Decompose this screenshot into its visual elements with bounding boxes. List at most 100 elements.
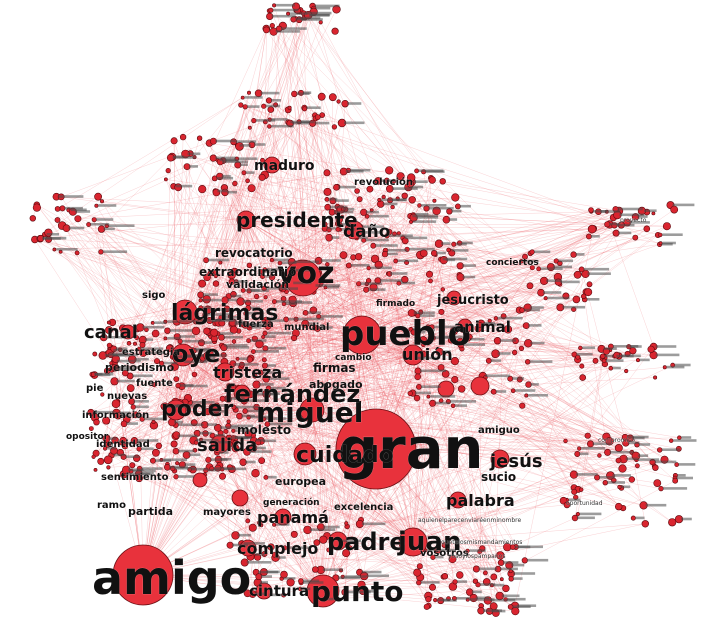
graph-edge	[216, 192, 460, 576]
graph-minor-label	[365, 210, 379, 214]
graph-minor-label	[526, 558, 549, 562]
graph-edge	[521, 348, 608, 453]
graph-edge	[304, 108, 363, 336]
graph-node	[272, 3, 277, 8]
graph-minor-label	[271, 14, 296, 18]
graph-minor-label	[230, 294, 242, 298]
graph-node	[154, 358, 161, 365]
graph-minor-label	[434, 401, 450, 405]
graph-edge	[322, 465, 638, 592]
graph-edge	[142, 307, 528, 576]
graph-minor-label	[380, 179, 397, 182]
graph-edge	[224, 361, 414, 543]
graph-edge	[412, 354, 514, 391]
graph-minor-label	[199, 431, 212, 435]
graph-node	[322, 221, 328, 227]
graph-node	[231, 339, 237, 344]
label-gran: gran	[338, 417, 483, 482]
graph-edge	[195, 330, 582, 367]
node-jesus	[490, 449, 510, 469]
graph-edge	[184, 119, 270, 313]
graph-edge	[215, 191, 429, 606]
graph-edge	[398, 179, 433, 234]
graph-edge	[152, 322, 324, 592]
graph-edge	[240, 104, 482, 606]
graph-edge	[107, 353, 414, 356]
graph-minor-label	[512, 605, 531, 608]
graph-minor-label	[322, 525, 340, 529]
graph-edge	[345, 274, 460, 554]
graph-edge	[265, 297, 324, 592]
graph-edge	[245, 219, 575, 355]
graph-minor-label	[234, 321, 249, 324]
graph-edge	[175, 216, 343, 411]
graph-minor-label	[445, 258, 455, 262]
graph-node	[198, 185, 207, 194]
graph-minor-label	[495, 390, 507, 393]
graph-edge	[412, 260, 444, 543]
graph-node	[109, 361, 114, 366]
graph-edge	[136, 332, 297, 459]
graph-edge	[245, 219, 444, 261]
graph-minor-label	[239, 163, 248, 166]
label-generacion: generación	[263, 497, 320, 508]
graph-edge	[111, 180, 379, 456]
graph-edge	[361, 334, 476, 582]
graph-minor-label	[607, 481, 625, 484]
graph-edge	[322, 353, 496, 592]
graph-edge	[252, 435, 342, 571]
graph-minor-label	[309, 528, 336, 531]
graph-minor-label	[209, 308, 234, 311]
graph-node	[163, 177, 168, 182]
graph-edge	[243, 172, 628, 223]
graph-edge	[108, 226, 667, 460]
graph-edge	[241, 316, 319, 544]
graph-minor-label	[621, 485, 631, 489]
graph-minor-label	[365, 238, 389, 242]
graph-edge	[479, 324, 482, 611]
graph-minor-label	[637, 454, 649, 457]
graph-node	[235, 356, 240, 361]
graph-edge	[61, 196, 560, 264]
graph-node	[92, 449, 100, 457]
graph-node	[258, 173, 266, 181]
graph-edge	[76, 157, 171, 254]
label-poder: poder	[161, 397, 234, 422]
graph-edge	[182, 354, 482, 607]
graph-minor-label	[329, 205, 348, 209]
graph-minor-label	[415, 356, 440, 360]
graph-edge	[303, 13, 656, 468]
graph-node	[430, 335, 435, 340]
graph-node	[496, 551, 505, 560]
graph-edge	[94, 353, 324, 592]
graph-minor-label	[239, 144, 251, 147]
graph-node	[344, 521, 349, 526]
graph-edge	[175, 216, 636, 411]
graph-edge	[235, 448, 512, 574]
graph-minor-label	[425, 170, 445, 173]
graph-node	[503, 325, 513, 334]
graph-edge	[182, 354, 221, 433]
graph-edge	[134, 343, 414, 543]
graph-node	[363, 286, 370, 293]
graph-edge	[206, 355, 324, 592]
graph-edge	[229, 325, 527, 426]
graph-minor-label	[194, 347, 211, 351]
graph-edge	[101, 229, 144, 576]
graph-node	[323, 187, 332, 196]
graph-node	[59, 205, 66, 212]
graph-edge	[375, 226, 668, 450]
graph-node	[326, 547, 332, 553]
graph-edge	[412, 307, 528, 356]
graph-edge	[361, 274, 578, 336]
graph-edge	[242, 97, 360, 200]
graph-node	[499, 577, 504, 582]
graph-edge	[311, 409, 337, 578]
graph-minor-label	[427, 548, 442, 552]
graph-node	[130, 404, 136, 410]
graph-minor-label	[433, 325, 456, 329]
graph-node	[366, 265, 371, 271]
graph-minor-label	[534, 250, 551, 254]
graph-node	[456, 571, 464, 579]
graph-edge	[412, 354, 619, 507]
